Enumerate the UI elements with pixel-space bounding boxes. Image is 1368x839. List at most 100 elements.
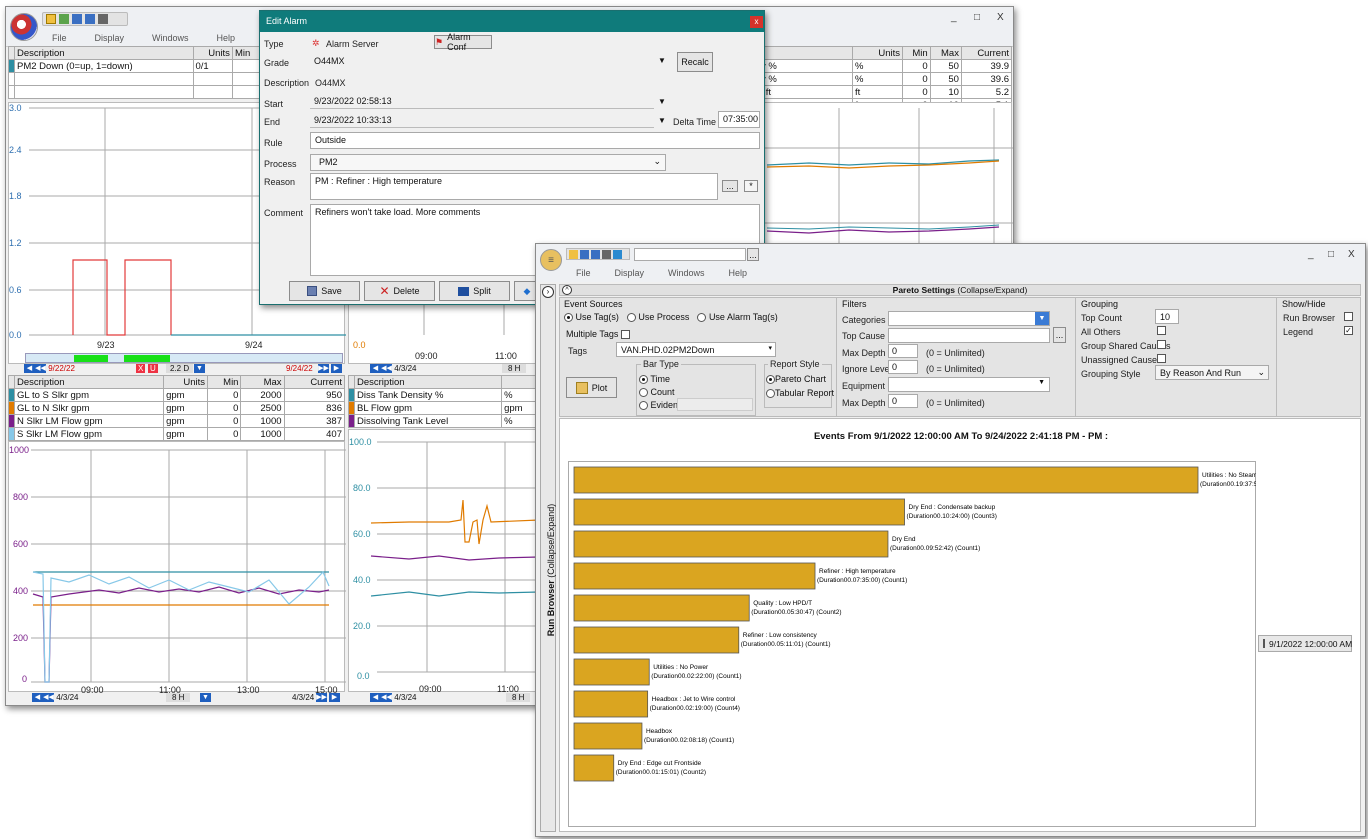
tabular-report-radio[interactable]: Tabular Report (766, 388, 834, 399)
nav-forward-icon[interactable]: ▶ (331, 364, 342, 373)
minimize-button[interactable]: _ (951, 12, 957, 23)
bar-type-count-radio[interactable]: Count (639, 387, 675, 398)
span-selector[interactable]: 8 H (502, 364, 527, 373)
bar-type-evidence-radio[interactable]: Evidence (639, 400, 688, 411)
save-as-icon[interactable] (591, 250, 600, 259)
menu-windows[interactable]: Windows (152, 33, 189, 43)
top-count-field[interactable]: 10 (1155, 309, 1179, 324)
pareto-path-browse[interactable]: ... (747, 248, 759, 261)
delta-time-field[interactable]: 07:35:00 (718, 111, 760, 128)
open-icon[interactable] (46, 14, 56, 24)
rule-field[interactable]: Outside (310, 132, 760, 149)
nav-back-icon[interactable]: ◀ (32, 693, 43, 703)
equipment-max-depth-spinner[interactable]: 0 (888, 394, 918, 408)
nav-back-icon[interactable]: ◀ (370, 364, 381, 374)
pareto-bar[interactable] (573, 754, 615, 782)
maximize-button[interactable]: □ (974, 12, 981, 23)
trend-slkr-flows[interactable]: 1000 800 600 400 200 0 09:00 11:00 13:00… (8, 441, 346, 695)
pareto-settings-header[interactable]: ^ Pareto Settings (Collapse/Expand) (559, 284, 1361, 296)
legend-box[interactable]: 9/1/2022 12:00:00 AM (1258, 635, 1352, 652)
pareto-app-icon[interactable]: ≡ (540, 249, 562, 271)
plot-button[interactable]: Plot (566, 377, 617, 398)
app-logo-icon[interactable] (10, 13, 38, 41)
menu-help[interactable]: Help (216, 33, 236, 43)
nav-forward-fast-icon[interactable]: ▶▶ (316, 693, 327, 702)
nav-forward-fast-icon[interactable]: ▶▶ (318, 364, 329, 373)
edit-icon[interactable] (59, 14, 69, 24)
menu-help[interactable]: Help (728, 268, 748, 278)
menu-windows[interactable]: Windows (668, 268, 705, 278)
col-min[interactable]: Min (231, 46, 264, 60)
categories-select[interactable]: ▼ (888, 311, 1050, 326)
end-dropdown-icon[interactable]: ▼ (658, 116, 666, 125)
nav-forward-icon[interactable]: ▶ (329, 693, 340, 702)
run-browser-expand-icon[interactable]: › (542, 286, 554, 298)
span-dropdown-icon[interactable]: ▼ (194, 364, 205, 373)
span-selector[interactable]: 2.2 D (166, 364, 194, 373)
ignore-levels-spinner[interactable]: 0 (888, 360, 918, 374)
x-button[interactable]: X (136, 364, 146, 373)
minimize-button[interactable]: _ (1308, 249, 1314, 260)
menu-display[interactable]: Display (94, 33, 125, 43)
span-dropdown-icon[interactable]: ▼ (200, 693, 211, 702)
pareto-bar[interactable] (573, 658, 650, 686)
evidence-select[interactable] (677, 398, 753, 411)
pareto-bar[interactable] (573, 466, 1199, 494)
menu-display[interactable]: Display (614, 268, 645, 278)
use-process-radio[interactable]: Use Process (626, 312, 689, 323)
all-others-checkbox[interactable] (1157, 326, 1166, 335)
alarm-conf-button[interactable]: ⚑ Alarm Conf (434, 32, 492, 52)
table-row[interactable]: Diss Tank Density %% (348, 388, 538, 402)
start-field[interactable]: 9/23/2022 02:58:13 (310, 94, 654, 109)
nav-back-icon[interactable]: ◀ (24, 364, 35, 374)
tags-select[interactable]: VAN.PHD.02PM2Down ▾ (616, 342, 776, 357)
dialog-close-button[interactable]: x (750, 16, 763, 28)
u-button[interactable]: U (148, 364, 158, 373)
grade-dropdown-icon[interactable]: ▼ (658, 56, 666, 65)
close-button[interactable]: X (1348, 249, 1355, 260)
span-selector[interactable]: 8 H (166, 693, 191, 702)
pareto-bar[interactable] (573, 530, 889, 558)
pareto-bar[interactable] (573, 690, 649, 718)
collapse-icon[interactable]: ^ (562, 285, 572, 295)
legend-checkbox[interactable]: ✓ (1344, 326, 1353, 335)
table-row[interactable]: PM2 Down (0=up, 1=down) 0/1 (8, 59, 264, 73)
trend-diss-tank[interactable]: 100.0 80.0 60.0 40.0 20.0 0.0 09:00 11:0… (348, 429, 540, 694)
table-row[interactable]: l ft ft 0 10 5.2 (758, 85, 1013, 99)
print-icon[interactable] (602, 250, 611, 259)
pareto-path-box[interactable] (634, 248, 746, 261)
refresh-icon[interactable] (613, 250, 622, 259)
nav-back-fast-icon[interactable]: ◀◀ (35, 364, 46, 374)
reason-clear-button[interactable]: * (744, 180, 758, 192)
delete-button[interactable]: ✕ Delete (364, 281, 435, 301)
pareto-bar[interactable] (573, 562, 816, 590)
reason-field[interactable]: PM : Refiner : High temperature (310, 173, 718, 200)
save-icon[interactable] (72, 14, 82, 24)
start-dropdown-icon[interactable]: ▼ (658, 97, 666, 106)
reason-browse-button[interactable]: ... (722, 180, 738, 192)
table-row[interactable]: N Slkr LM Flow gpm gpm 0 1000 387 (8, 414, 346, 428)
print-icon[interactable] (98, 14, 108, 24)
maximize-button[interactable]: □ (1328, 249, 1335, 260)
save-as-icon[interactable] (85, 14, 95, 24)
nav-back-fast-icon[interactable]: ◀◀ (43, 693, 54, 703)
pareto-chart-radio[interactable]: Pareto Chart (766, 374, 826, 385)
col-description[interactable]: Description (14, 46, 194, 60)
process-select[interactable]: PM2 ⌄ (310, 154, 666, 171)
nav-back-fast-icon[interactable]: ◀◀ (381, 364, 392, 374)
grouping-style-select[interactable]: By Reason And Run ⌄ (1155, 365, 1269, 380)
top-cause-field[interactable] (888, 328, 1050, 343)
pareto-bar[interactable] (573, 626, 740, 654)
recalc-button[interactable]: Recalc (677, 52, 713, 72)
pareto-bar[interactable] (573, 594, 750, 622)
table-row[interactable]: GL to N Slkr gpm gpm 0 2500 836 (8, 401, 346, 415)
table-row[interactable]: Dissolving Tank Level% (348, 414, 538, 428)
top-cause-browse-button[interactable]: ... (1053, 327, 1066, 343)
equipment-select[interactable]: ▼ (888, 377, 1050, 392)
open-icon[interactable] (569, 250, 578, 259)
menu-file[interactable]: File (52, 33, 67, 43)
menu-file[interactable]: File (576, 268, 591, 278)
table-row[interactable]: BL Flow gpm gpm (348, 401, 538, 415)
span-selector[interactable]: 8 H (506, 693, 531, 702)
run-browser-panel[interactable]: › Run Browser (Collapse/Expand) (540, 284, 556, 832)
